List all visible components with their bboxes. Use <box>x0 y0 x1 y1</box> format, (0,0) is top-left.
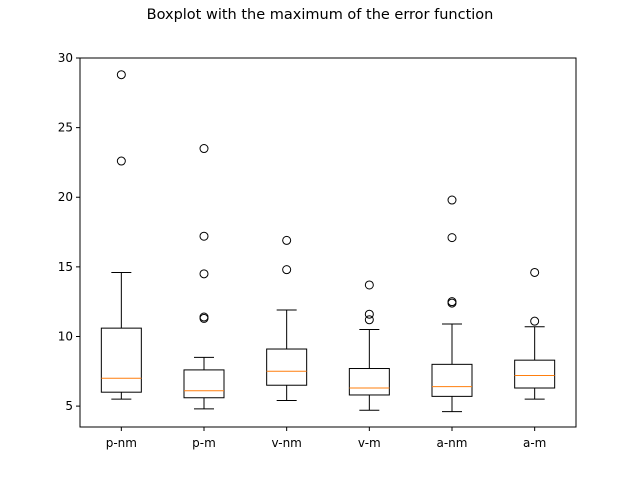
flier-point <box>199 269 209 279</box>
flier-point <box>116 70 126 80</box>
flier-point <box>199 231 209 241</box>
y-tick-label: 15 <box>58 260 73 274</box>
flier-point <box>364 309 374 319</box>
flier-point <box>447 195 457 205</box>
y-tick-label: 5 <box>65 399 73 413</box>
flier-point <box>199 144 209 154</box>
y-tick-label: 30 <box>58 51 73 65</box>
x-tick-label: v-nm <box>271 436 301 450</box>
flier-point <box>282 235 292 245</box>
flier-point <box>116 156 126 166</box>
y-tick-label: 20 <box>58 190 73 204</box>
x-tick-label: v-m <box>358 436 381 450</box>
x-tick-label: p-nm <box>106 436 137 450</box>
box-p-nm <box>100 327 142 393</box>
box-v-m <box>348 368 390 396</box>
x-tick-label: a-nm <box>437 436 468 450</box>
box-a-m <box>514 359 556 389</box>
box-v-nm <box>266 348 308 386</box>
flier-point <box>282 265 292 275</box>
flier-point <box>199 312 209 322</box>
y-tick-label: 10 <box>58 329 73 343</box>
chart-title: Boxplot with the maximum of the error fu… <box>146 7 494 23</box>
flier-point <box>530 267 540 277</box>
box-a-nm <box>431 363 473 397</box>
box-p-m <box>183 369 225 399</box>
y-tick-label: 25 <box>58 121 73 135</box>
flier-point <box>364 280 374 290</box>
flier-point <box>447 297 457 307</box>
x-tick-label: p-m <box>192 436 216 450</box>
flier-point <box>447 233 457 243</box>
x-tick-label: a-m <box>523 436 546 450</box>
axes-frame <box>79 57 577 428</box>
flier-point <box>364 315 374 325</box>
flier-point <box>530 316 540 326</box>
